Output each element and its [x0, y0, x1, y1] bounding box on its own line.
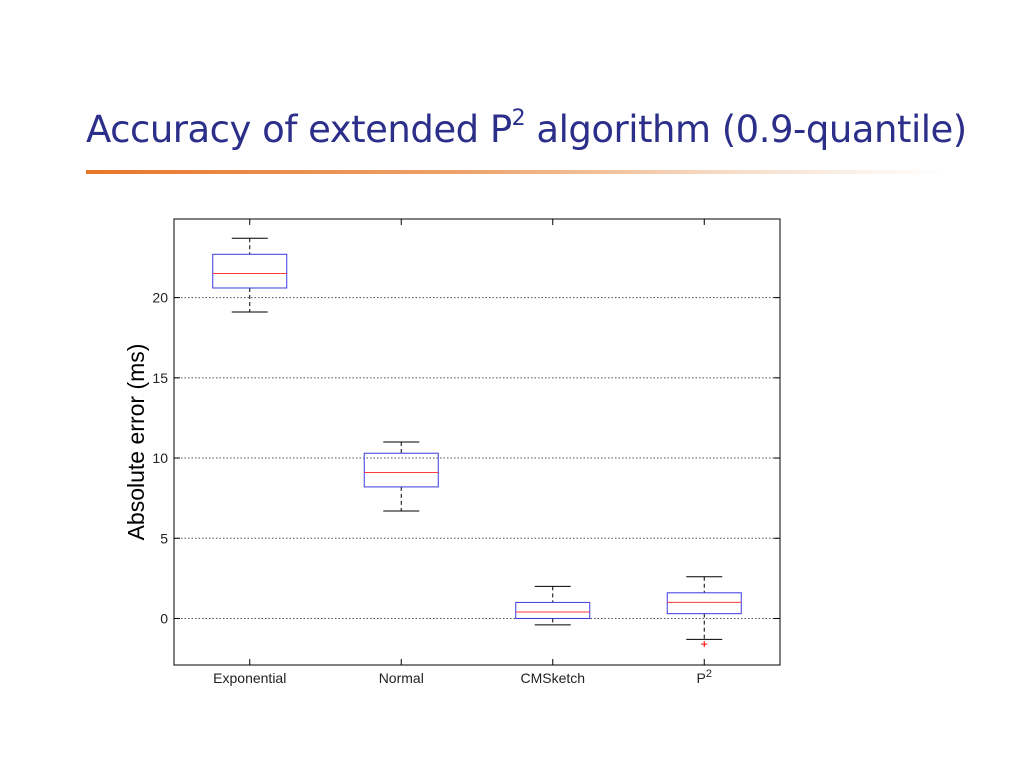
box-cmsketch	[515, 585, 591, 626]
title-superscript: 2	[511, 105, 526, 131]
x-tick-label: P2	[697, 668, 712, 686]
x-tick-label: CMSketch	[520, 670, 585, 686]
box-p2	[666, 576, 742, 648]
interquartile-box	[515, 601, 591, 619]
y-tick-label: 15	[152, 370, 168, 386]
y-tick-label: 20	[152, 290, 168, 306]
interquartile-box	[363, 452, 439, 488]
box-normal	[363, 441, 439, 512]
plot-frame	[173, 218, 781, 666]
x-tick-label: Exponential	[213, 670, 286, 686]
box-exponential	[212, 237, 288, 313]
slide-title: Accuracy of extended P2 algorithm (0.9-q…	[86, 105, 967, 151]
x-tick-label: Normal	[379, 670, 424, 686]
title-underline	[86, 170, 944, 174]
interquartile-box	[666, 592, 742, 615]
y-tick-label: 10	[152, 450, 168, 466]
box-series	[212, 237, 742, 648]
grid-lines	[174, 297, 780, 619]
interquartile-box	[212, 253, 288, 289]
axis-ticks	[174, 219, 780, 665]
x-tick-label-superscript: 2	[706, 668, 712, 680]
y-tick-label: 0	[160, 610, 168, 626]
outlier-marker	[701, 641, 708, 648]
title-rest: algorithm (0.9-quantile)	[525, 108, 967, 151]
y-axis-label: Absolute error (ms)	[123, 344, 149, 541]
title-main: Accuracy of extended P	[86, 108, 512, 151]
tick-labels: 0 5 10 15 20 Exponential Normal CMSketch P2	[152, 290, 712, 686]
y-tick-label: 5	[160, 530, 168, 546]
